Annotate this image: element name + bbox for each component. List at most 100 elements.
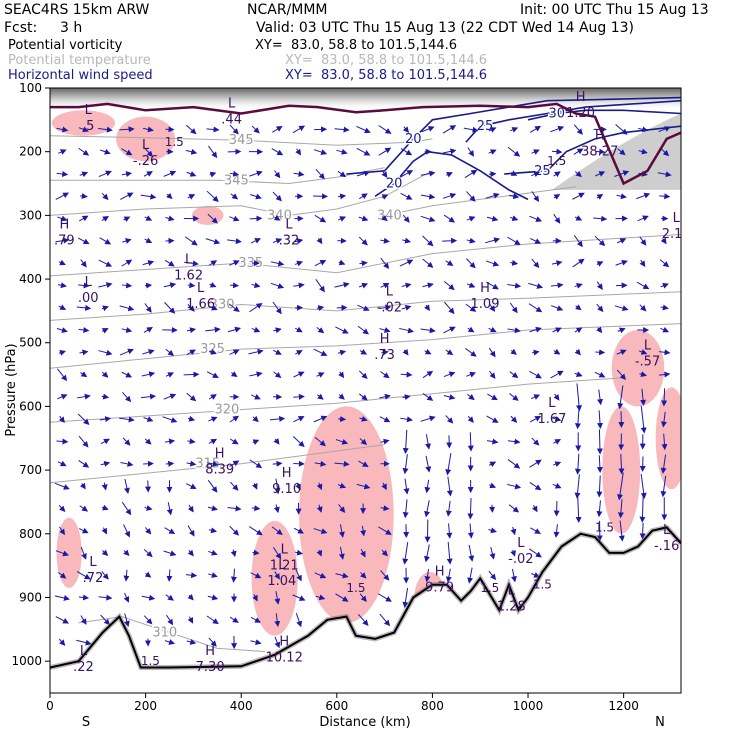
wind-vector	[230, 282, 240, 289]
wind-vector	[596, 475, 603, 498]
extremum-marker: L	[185, 253, 193, 268]
wind-vector	[101, 371, 109, 378]
wind-vector	[119, 348, 134, 356]
extremum-marker: H	[282, 466, 292, 481]
wind-vector	[123, 569, 130, 582]
wind-vector	[401, 282, 412, 289]
wind-vector	[467, 523, 474, 539]
wind-vector	[402, 126, 410, 133]
wind-vector	[488, 127, 497, 133]
wind-vector	[314, 572, 327, 579]
pv-contour-label: 1.5	[480, 581, 499, 595]
wind-vector	[208, 527, 218, 534]
wind-vector	[615, 124, 628, 135]
wind-vector	[424, 479, 431, 494]
wind-vector	[593, 215, 608, 222]
wind-vector	[55, 616, 70, 624]
wind-vector	[358, 193, 368, 200]
wind-vector	[313, 415, 328, 423]
wind-vector	[230, 568, 237, 583]
wind-vector	[596, 500, 603, 518]
wind-vector	[446, 523, 453, 539]
wind-vector	[100, 614, 110, 626]
wind-vector	[553, 194, 561, 200]
wind-speed-contour	[527, 109, 681, 121]
wind-vector	[401, 304, 412, 311]
extremum-marker: L	[663, 523, 671, 538]
wind-vector	[489, 304, 496, 312]
wind-vector	[420, 215, 436, 223]
wind-vector	[550, 125, 565, 133]
wind-vector	[316, 504, 323, 513]
wind-vector	[445, 452, 452, 476]
wind-vector	[79, 505, 89, 512]
wind-vector	[271, 148, 284, 156]
wind-vector	[574, 371, 583, 377]
wind-vector	[208, 572, 218, 578]
wind-vector	[207, 505, 218, 512]
wind-vector	[596, 194, 604, 200]
terrain-line	[50, 526, 681, 669]
wind-vector	[403, 478, 410, 495]
wind-vector	[597, 389, 604, 406]
wind-vector	[251, 505, 261, 512]
wind-vector	[359, 260, 368, 267]
wind-vector	[596, 429, 603, 455]
theta-contour	[50, 377, 624, 423]
wind-vector	[229, 170, 240, 177]
wind-vector	[292, 125, 306, 134]
extremum-value: .73	[374, 348, 395, 363]
pv-contour-label: 1.5	[533, 578, 552, 592]
wind-vector	[531, 437, 540, 446]
wind-vector	[422, 282, 434, 289]
wind-vector	[531, 504, 538, 513]
field-wind-xy: XY= 83.0, 58.8 to 101.5,144.6	[285, 68, 488, 83]
wind-vector	[507, 146, 521, 157]
wind-vector	[574, 215, 583, 221]
wind-vector	[229, 124, 239, 135]
wind-vector	[270, 260, 285, 267]
wind-vector	[273, 371, 282, 379]
field-theta-name: Potential temperature	[8, 53, 151, 68]
field-wind-name: Horizontal wind speed	[8, 68, 153, 83]
wind-vector	[274, 613, 281, 628]
wind-vector	[380, 257, 390, 270]
wind-vector	[402, 542, 409, 565]
wind-vector	[58, 571, 67, 579]
wind-vector	[359, 593, 367, 602]
y-tick-label: 800	[19, 527, 42, 541]
wind-vector	[229, 349, 240, 355]
wind-vector	[485, 260, 500, 267]
wind-vector	[100, 460, 111, 467]
wind-vector	[120, 461, 134, 467]
wind-vector	[640, 405, 647, 434]
wind-vector	[531, 149, 540, 155]
wind-vector	[553, 171, 561, 178]
wind-speed-contour	[374, 150, 529, 201]
wind-vector	[378, 125, 392, 134]
wind-vector	[639, 304, 647, 312]
wind-vector	[616, 349, 627, 356]
extremum-value: 1.28	[497, 600, 526, 615]
wind-vector	[507, 483, 522, 490]
wind-vector	[488, 347, 496, 358]
wind-vector	[208, 304, 218, 311]
wind-vector	[379, 327, 391, 333]
wind-vector	[639, 236, 647, 246]
wind-vector	[488, 326, 497, 333]
wind-vector	[335, 438, 349, 445]
wind-vector	[123, 478, 130, 494]
wind-vector	[550, 305, 564, 311]
wind-vector	[166, 192, 173, 200]
extremum-value: 2.17	[662, 227, 691, 242]
wind-vector	[466, 258, 476, 269]
wind-vector	[443, 371, 456, 378]
wind-vector	[272, 460, 283, 467]
wind-vector	[163, 393, 177, 400]
wind-vector	[56, 327, 68, 333]
wind-vector	[187, 282, 196, 289]
wind-vector	[58, 415, 65, 424]
wind-vector	[78, 282, 90, 289]
wind-vector	[574, 348, 581, 356]
wind-vector	[529, 215, 543, 222]
